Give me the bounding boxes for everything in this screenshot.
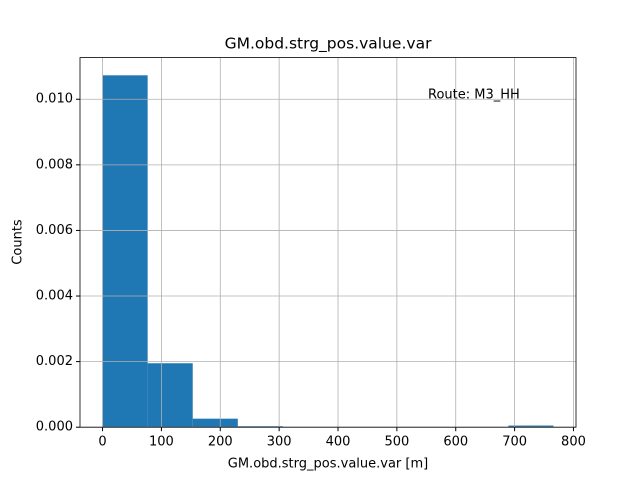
bar	[508, 425, 554, 428]
x-tick-label: 100	[149, 435, 174, 450]
x-tick-label: 300	[267, 435, 292, 450]
y-tick-label: 0.000	[36, 420, 73, 435]
x-axis-label: GM.obd.strg_pos.value.var [m]	[228, 457, 428, 472]
y-tick-label: 0.004	[36, 289, 73, 304]
bar	[237, 426, 283, 428]
chart-title: GM.obd.strg_pos.value.var	[225, 35, 433, 54]
bar	[192, 418, 238, 428]
y-tick-label: 0.006	[36, 223, 73, 238]
x-tick-label: 400	[326, 435, 351, 450]
x-tick-label: 500	[384, 435, 409, 450]
y-tick-label: 0.010	[36, 92, 73, 107]
x-tick-label: 600	[443, 435, 468, 450]
x-tick-label: 700	[502, 435, 527, 450]
x-tick-label: 800	[561, 435, 586, 450]
y-axis-label: Counts	[11, 219, 26, 265]
y-tick-label: 0.002	[36, 354, 73, 369]
plot-frame	[79, 57, 577, 428]
x-tick-label: 0	[98, 435, 106, 450]
annotation: Route: M3_HH	[428, 88, 520, 103]
bar	[147, 363, 193, 428]
x-tick-label: 200	[208, 435, 233, 450]
bar	[102, 75, 148, 428]
y-tick-label: 0.008	[36, 157, 73, 172]
